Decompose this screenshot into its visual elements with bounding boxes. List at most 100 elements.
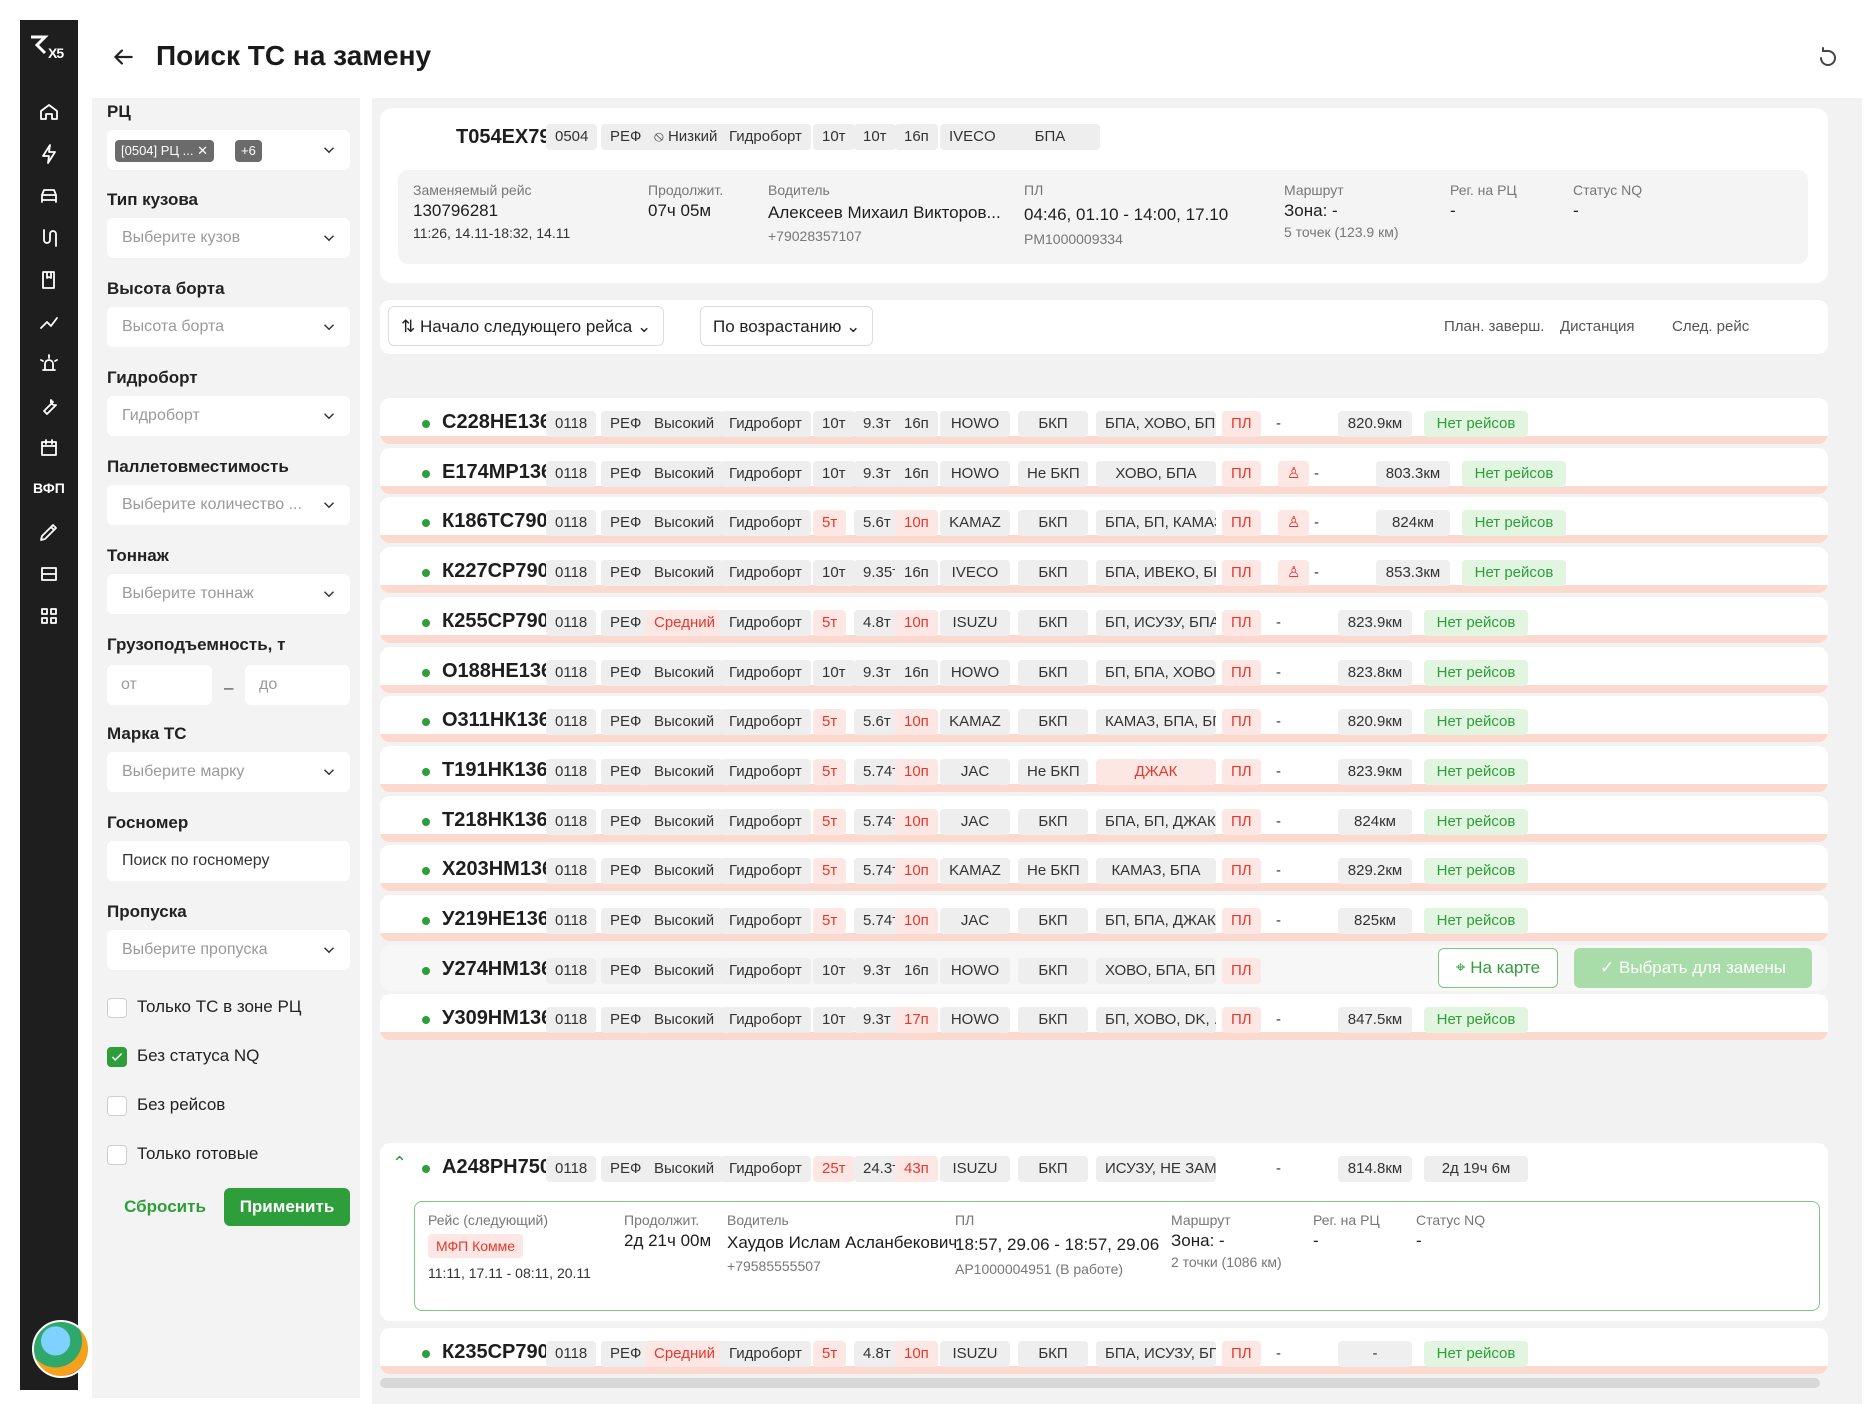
vfp-link[interactable]: ВФП: [33, 480, 65, 496]
tonnage-tag: 5т: [813, 908, 847, 934]
apply-button[interactable]: Применить: [224, 1188, 350, 1226]
reg-label: Рег. на РЦ: [1450, 182, 1517, 198]
status-dot: [422, 519, 430, 528]
vehicle-row[interactable]: К186ТС790 0118 РЕФ Высокий Гидроборт 5т 5.6т 10…: [380, 497, 1828, 544]
capacity-from-input[interactable]: от: [107, 665, 212, 705]
pass-select[interactable]: Выберите пропуска: [107, 930, 350, 970]
wrench-icon[interactable]: [37, 394, 61, 418]
board-height-tag: Высокий: [645, 460, 724, 487]
hydro-tag: Гидроборт: [720, 808, 811, 835]
vehicle-row[interactable]: У274НМ136 0118 РЕФ Высокий Гидроборт 10т 9.3т 1…: [380, 944, 1828, 991]
book-icon[interactable]: [37, 268, 61, 292]
user-avatar[interactable]: [32, 1320, 90, 1378]
next-trip-tag: 2д 19ч 6м: [1424, 1156, 1528, 1182]
rc-chip[interactable]: [0504] РЦ ... ✕: [115, 140, 215, 162]
depot-code: 0118: [546, 609, 597, 636]
hydro-select[interactable]: Гидроборт: [107, 396, 350, 436]
no-trips-checkbox[interactable]: [107, 1096, 127, 1116]
next-trip-tag: Нет рейсов: [1424, 858, 1528, 885]
vehicle-row[interactable]: У219НЕ136 0118 РЕФ Высокий Гидроборт 5т 5.74т 1…: [380, 895, 1828, 941]
tonnage-tag: 5т: [813, 510, 847, 537]
vehicle-row[interactable]: Е174МР136 0118 РЕФ Высокий Гидроборт 10т 9.3т 1…: [380, 447, 1828, 494]
plan-finish: -: [1276, 1011, 1281, 1029]
pallet-tag: 10п: [895, 1341, 938, 1367]
status-dot: [422, 718, 430, 727]
vehicle-row[interactable]: К227СР790 0118 РЕФ Высокий Гидроборт 10т 9.35т…: [380, 547, 1828, 594]
sort-order-select[interactable]: По возрастанию ⌄: [700, 306, 874, 346]
brand-select[interactable]: Выберите марку: [107, 752, 350, 792]
exp-duration-label: Продолжит.: [624, 1212, 700, 1228]
horizontal-scrollbar[interactable]: [380, 1378, 1820, 1388]
body-type-tag: РЕФ: [601, 808, 651, 835]
exp-pl-value: 18:57, 29.06 - 18:57, 29.06: [955, 1235, 1160, 1254]
pen-icon[interactable]: [37, 520, 61, 544]
rc-zone-checkbox[interactable]: [107, 998, 127, 1018]
collapse-chevron-icon[interactable]: ⌃: [392, 1153, 408, 1173]
depot-code: 0118: [546, 560, 597, 587]
home-icon[interactable]: [37, 100, 61, 124]
board-height-select[interactable]: Высота борта: [107, 307, 350, 347]
hydro-tag: Гидроборт: [720, 1341, 811, 1367]
distance-tag: 803.3км: [1376, 460, 1450, 487]
car-icon[interactable]: [37, 184, 61, 208]
choose-replacement-button[interactable]: ✓ Выбрать для замены: [1574, 947, 1812, 988]
vehicle-row[interactable]: Т218НК136 0118 РЕФ Высокий Гидроборт 5т 5.74т 1…: [380, 795, 1828, 842]
exp-duration-value: 2д 21ч 00м: [624, 1231, 712, 1250]
alarm-icon[interactable]: [37, 352, 61, 376]
tonnage-placeholder: Выберите тоннаж: [122, 585, 254, 602]
list-icon[interactable]: [37, 562, 61, 586]
x5-logo[interactable]: X5: [28, 34, 70, 64]
vehicle-row[interactable]: Х203НМ136 0118 РЕФ Высокий Гидроборт 5т 5.74т 1…: [380, 845, 1828, 892]
hydro-tag: Гидроборт: [720, 609, 811, 636]
passes-tag: БП, БПА, ДЖАК: [1096, 908, 1216, 934]
tonnage-tag: 10т: [813, 1007, 855, 1034]
calendar-icon[interactable]: [37, 436, 61, 460]
refresh-icon[interactable]: [1816, 46, 1840, 70]
pl-tag: ПЛ: [1222, 957, 1261, 984]
gos-label: Госномер: [107, 813, 189, 832]
vehicle-row[interactable]: С228НЕ136 0118 РЕФ Высокий Гидроборт 10т 9.3т 1…: [380, 398, 1828, 444]
pallet-select[interactable]: Выберите количество ...: [107, 485, 350, 525]
route-icon[interactable]: [37, 226, 61, 250]
capacity-tag: 9.3т: [854, 1007, 900, 1034]
body-type-tag: РЕФ: [601, 709, 651, 736]
reset-button[interactable]: Сбросить: [107, 1188, 223, 1226]
rc-select[interactable]: [0504] РЦ ... ✕ +6: [107, 130, 350, 170]
next-trip-time: 11:11, 17.11 - 08:11, 20.11: [428, 1265, 591, 1281]
board-height-placeholder: Высота борта: [122, 318, 225, 335]
vehicle-row[interactable]: К255СР790 0118 РЕФ Средний Гидроборт 5т 4.8т 10…: [380, 596, 1828, 643]
board-height-tag: Высокий: [645, 709, 724, 736]
grid-icon[interactable]: [37, 604, 61, 628]
tonnage-select[interactable]: Выберите тоннаж: [107, 574, 350, 614]
chevron-down-icon: [320, 141, 338, 159]
rc-more-chip[interactable]: +6: [235, 140, 262, 162]
depot-code: 0118: [546, 1007, 597, 1034]
vehicle-row[interactable]: К235СР790 0118 РЕФ Средний Гидроборт 5т 4.8т 10…: [380, 1328, 1828, 1374]
vehicle-row[interactable]: О311НК136 0118 РЕФ Высокий Гидроборт 5т 5.6т 10…: [380, 696, 1828, 743]
vehicle-row[interactable]: О188НЕ136 0118 РЕФ Высокий Гидроборт 10т 9.3т 1…: [380, 646, 1828, 693]
back-arrow-icon[interactable]: [110, 44, 136, 70]
plan-finish: -: [1276, 1160, 1281, 1177]
on-map-button[interactable]: ⌖ На карте: [1438, 947, 1558, 988]
chart-trend-icon[interactable]: [37, 310, 61, 334]
brand-tag: KAMAZ: [940, 510, 1010, 537]
capacity-tag: 5.6т: [854, 709, 900, 736]
vehicle-row[interactable]: Т191НК136 0118 РЕФ Высокий Гидроборт 5т 5.74т 1…: [380, 745, 1828, 792]
route-value: Зона: -: [1284, 201, 1338, 220]
no-nq-checkbox[interactable]: [107, 1047, 127, 1067]
body-type-select[interactable]: Выберите кузов: [107, 218, 350, 258]
ready-only-checkbox[interactable]: [107, 1145, 127, 1165]
vehicle-row[interactable]: У309НМ136 0118 РЕФ Высокий Гидроборт 10т 9.3т 1…: [380, 994, 1828, 1041]
lightning-icon[interactable]: [37, 142, 61, 166]
sort-field-select[interactable]: ⇅ Начало следующего рейса ⌄: [388, 306, 665, 346]
gos-search-input[interactable]: Поиск по госномеру: [107, 841, 350, 881]
board-height-tag: Высокий: [645, 1007, 724, 1034]
selected-tag: 16п: [895, 124, 938, 150]
tonnage-tag: 5т: [813, 1341, 847, 1367]
bkp-tag: Не БКП: [1018, 858, 1088, 885]
expanded-vehicle-row[interactable]: ⌃ А248РН750 0118 РЕФ Высокий Гидроборт 25т 24.3…: [380, 1143, 1828, 1321]
capacity-to-input[interactable]: до: [245, 665, 350, 705]
next-trip-tag: Нет рейсов: [1424, 808, 1528, 835]
passes-tag: БП, ИСУЗУ, БПА: [1096, 609, 1216, 636]
driver-name: Алексеев Михаил Викторов...: [768, 203, 1001, 222]
